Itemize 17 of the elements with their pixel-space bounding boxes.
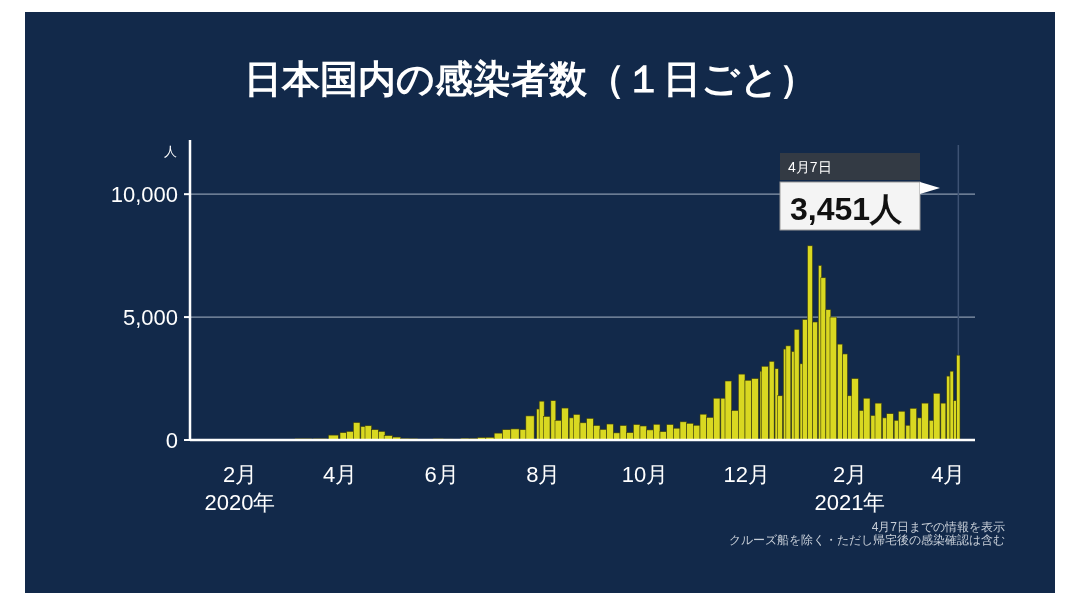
y-tick-label: 0 — [165, 428, 178, 453]
x-tick-label: 6月 — [424, 462, 459, 487]
y-axis-title: 人 — [163, 144, 177, 159]
x-tick-label: 2月 2021年 — [814, 462, 886, 515]
x-tick-label: 8月 — [526, 462, 561, 487]
chart-title: 日本国内の感染者数（１日ごと） — [243, 58, 817, 100]
x-tick-label: 10月 — [621, 462, 669, 487]
y-tick-label: 10,000 — [110, 182, 178, 208]
text: クルーズ船を除く・ただし帰宅後の感染確認は含む — [729, 533, 1005, 547]
annotation: 3,451人 — [790, 191, 904, 227]
x-tick-label: 4月 — [931, 462, 966, 487]
text: 4月7日までの情報を表示 — [871, 520, 1005, 534]
annotation: 4月7日 — [788, 159, 832, 175]
x-tick-label: 12月 — [723, 462, 770, 487]
x-tick-label: 4月 — [322, 462, 358, 487]
y-tick-label: 5,000 — [122, 305, 178, 331]
x-tick-label: 2月 2020年 — [204, 462, 276, 515]
